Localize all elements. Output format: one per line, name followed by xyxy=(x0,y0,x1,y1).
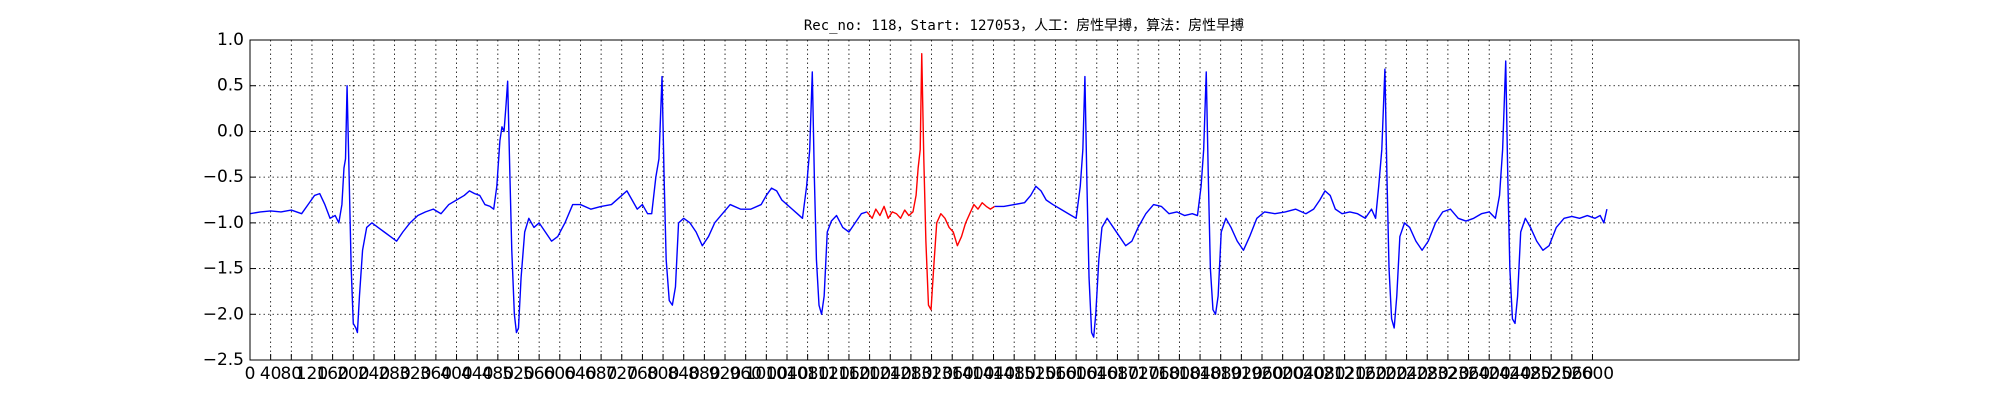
x-tick-label: 440 xyxy=(461,364,493,384)
x-tick-label: 1360 xyxy=(931,364,974,384)
x-tick-label: 1880 xyxy=(1199,364,1242,384)
y-tick-label: −2.0 xyxy=(203,304,244,324)
x-tick-label: 2560 xyxy=(1550,364,1593,384)
x-tick-label: 360 xyxy=(420,364,452,384)
x-tick-label: 480 xyxy=(482,364,514,384)
x-tick-label: 1520 xyxy=(1013,364,1056,384)
x-tick-label: 2480 xyxy=(1509,364,1552,384)
x-tick-label: 2240 xyxy=(1385,364,1428,384)
x-tick-label: 600 xyxy=(544,364,576,384)
x-tick-label: 720 xyxy=(606,364,638,384)
x-tick-label: 880 xyxy=(688,364,720,384)
x-tick-label: 2360 xyxy=(1447,364,1490,384)
x-tick-label: 1960 xyxy=(1240,364,1283,384)
x-tick-label: 1080 xyxy=(786,364,829,384)
y-tick-label: 0.0 xyxy=(217,121,244,141)
x-tick-label: 2600 xyxy=(1571,364,1614,384)
chart-title: Rec_no: 118，Start: 127053，人工：房性早搏，算法：房性早… xyxy=(804,17,1244,34)
y-tick-label: 1.0 xyxy=(217,30,244,50)
x-tick-label: 1240 xyxy=(869,364,912,384)
x-tick-label: 2280 xyxy=(1406,364,1449,384)
x-tick-label: 1160 xyxy=(827,364,870,384)
x-tick-label: 1120 xyxy=(807,364,850,384)
x-tick-label: 80 xyxy=(280,364,302,384)
x-tick-label: 1440 xyxy=(972,364,1015,384)
x-tick-label: 0 xyxy=(245,364,256,384)
x-tick-label: 160 xyxy=(316,364,348,384)
x-tick-label: 2520 xyxy=(1530,364,1573,384)
x-tick-label: 680 xyxy=(585,364,617,384)
x-tick-label: 920 xyxy=(709,364,741,384)
x-tick-label: 40 xyxy=(260,364,282,384)
x-tick-label: 2080 xyxy=(1302,364,1345,384)
plot-frame xyxy=(249,39,1800,361)
x-tick-label: 1840 xyxy=(1178,364,1221,384)
x-tick-label: 2320 xyxy=(1426,364,1469,384)
x-tick-label: 1200 xyxy=(848,364,891,384)
line-series xyxy=(249,60,1608,338)
y-tick-label: 0.5 xyxy=(217,76,244,96)
x-tick-label: 2120 xyxy=(1323,364,1366,384)
x-tick-label: 1600 xyxy=(1055,364,1098,384)
x-tick-label: 1280 xyxy=(889,364,932,384)
x-tick-label: 1040 xyxy=(765,364,808,384)
y-tick-label: −1.0 xyxy=(203,213,244,233)
x-tick-label: 320 xyxy=(399,364,431,384)
x-tick-label: 2040 xyxy=(1282,364,1325,384)
x-tick-label: 200 xyxy=(337,364,369,384)
x-tick-label: 560 xyxy=(523,364,555,384)
x-tick-label: 760 xyxy=(626,364,658,384)
x-tick-label: 1760 xyxy=(1137,364,1180,384)
x-tick-label: 840 xyxy=(667,364,699,384)
y-tick-label: −2.5 xyxy=(203,350,244,370)
x-tick-label: 1800 xyxy=(1158,364,1201,384)
x-tick-label: 1480 xyxy=(993,364,1036,384)
x-tick-label: 120 xyxy=(296,364,328,384)
x-tick-label: 1000 xyxy=(745,364,788,384)
x-tick-label: 2400 xyxy=(1468,364,1511,384)
y-tick-label: −0.5 xyxy=(203,167,244,187)
x-tick-label: 240 xyxy=(358,364,390,384)
x-tick-label: 2200 xyxy=(1364,364,1407,384)
x-tick-label: 1680 xyxy=(1096,364,1139,384)
x-tick-label: 280 xyxy=(378,364,410,384)
x-tick-label: 2000 xyxy=(1261,364,1304,384)
x-tick-label: 1400 xyxy=(951,364,994,384)
x-tick-label: 1640 xyxy=(1075,364,1118,384)
x-tick-label: 400 xyxy=(440,364,472,384)
x-tick-label: 800 xyxy=(647,364,679,384)
x-tick-label: 520 xyxy=(502,364,534,384)
x-tick-label: 1320 xyxy=(910,364,953,384)
x-tick-label: 1560 xyxy=(1034,364,1077,384)
x-tick-label: 2160 xyxy=(1344,364,1387,384)
x-tick-label: 2440 xyxy=(1488,364,1531,384)
x-tick-label: 1720 xyxy=(1116,364,1159,384)
line-series xyxy=(866,53,995,311)
x-tick-label: 960 xyxy=(729,364,761,384)
x-tick-label: 1920 xyxy=(1220,364,1263,384)
y-tick-label: −1.5 xyxy=(203,259,244,279)
x-tick-label: 640 xyxy=(564,364,596,384)
